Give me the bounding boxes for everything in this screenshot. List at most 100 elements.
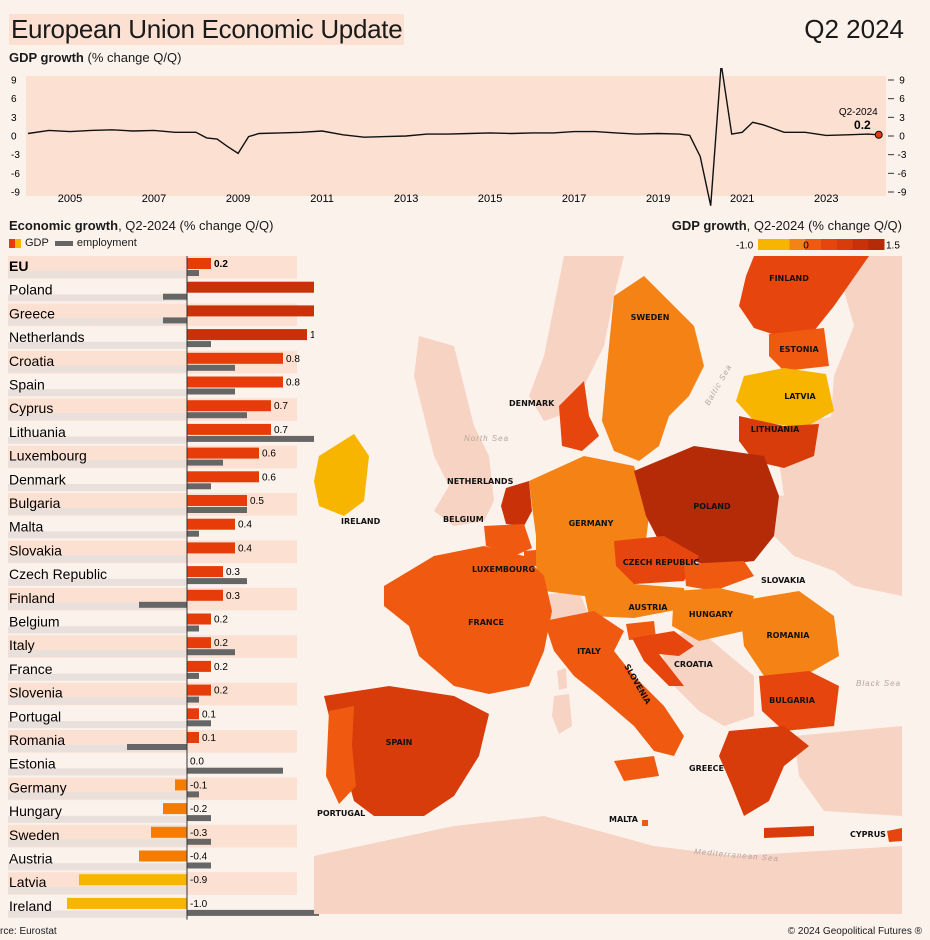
bar-value-label: 0.8 [286,354,300,365]
bar-gdp [187,471,259,483]
map-sicily [614,756,659,781]
bar-gdp [151,826,187,838]
bar-value-label: 0.1 [202,709,216,720]
bar-row-underline [8,602,187,610]
gdp-line-chart: 9 9 6 6 3 3 0 0 -3 -3 -6 -6 -9 -9 2005 2007 2009 2011 2013… [11,68,907,206]
bar-row-band [8,350,297,374]
bar-employment [187,862,211,869]
bar-gdp [187,660,211,672]
bar-category-label: Poland [9,282,53,298]
map-austria [584,584,686,618]
spark-title-bold: GDP growth [9,50,84,65]
bar-value-label: 0.2 [214,662,228,673]
spark-ytick-right: 6 [899,94,905,105]
map-label-portugal: PORTUGAL [317,809,365,818]
bar-gdp [187,305,319,317]
spark-ytick-right: 9 [899,76,905,87]
bar-gdp [163,803,187,815]
map-color-scale: -1.0 0 1.5 [736,239,900,252]
spark-ytick-left: -3 [11,150,20,161]
spark-ytick-left: -9 [11,188,20,199]
bar-row-band [8,279,297,303]
bar-row-band [8,682,297,706]
bar-employment [187,625,199,632]
bar-row-underline [8,578,187,586]
map-netherlands [501,481,532,526]
land-sardinia [552,694,572,734]
map-label-croatia: CROATIA [674,660,714,669]
bar-row-underline [8,886,187,895]
bar-gdp [187,637,211,649]
scale-segment [836,239,853,250]
spark-ytick-right: -9 [898,188,907,199]
bar-category-label: Croatia [9,353,54,369]
bar-gdp [187,447,259,459]
map-label-group: FINLAND SWEDEN ESTONIA LATVIA LITHUANIA DENMA… [317,274,886,839]
map-sweden [602,276,704,461]
spark-last-point [874,130,883,139]
bar-row-band [8,469,297,492]
map-label-luxembourg: LUXEMBOURG [472,565,535,574]
bar-title-rest: , Q2-2024 (% change Q/Q) [118,218,274,233]
bar-value-label: 0.3 [226,567,240,578]
bar-category-label: Czech Republic [9,566,107,582]
map-denmark [559,381,599,451]
bar-employment [187,459,223,466]
bar-row-band [8,658,297,682]
bar-gdp [187,613,211,625]
map-cyprus [887,828,902,842]
bar-category-label: Bulgaria [9,495,61,511]
map-label-belgium: BELGIUM [443,515,484,524]
bar-row-band [8,706,297,729]
map-label-estonia: ESTONIA [779,345,819,354]
source-note: rce: Eurostat [0,926,57,937]
bar-employment [187,364,235,371]
bar-row-band [8,493,297,516]
bar-row-band [8,895,297,919]
spark-xtick: 2013 [394,193,418,205]
map-label-romania: ROMANIA [767,631,811,640]
bar-value-label: 0.4 [238,520,252,531]
scale-segment [789,239,806,250]
bar-employment [187,435,319,442]
bar-employment [187,838,211,845]
bar-row-band [8,327,297,350]
bar-category-label: Lithuania [9,424,66,440]
bar-category-label: Greece [9,305,55,321]
bar-row-underline [8,412,187,421]
copyright-note: © 2024 Geopolitical Futures ® [787,926,922,937]
bar-employment [187,578,247,585]
bar-category-label: Germany [9,779,67,795]
map-label-cyprus: CYPRUS [850,830,886,839]
bar-value-label: -0.9 [190,875,208,886]
map-ireland [314,434,369,516]
map-czech [614,536,699,584]
bar-gdp [187,589,223,601]
bar-employment [187,530,199,537]
scale-segment [805,239,822,250]
bar-value-label: 0.3 [226,591,240,602]
map-label-italy: ITALY [577,647,601,656]
sea-label-black: Black Sea [856,679,901,688]
map-poland [634,446,779,566]
bar-value-label: 0.7 [274,425,288,436]
bar-gdp [187,376,283,388]
bar-row-underline [8,720,187,729]
bar-value-label: 0.4 [238,543,252,554]
bar-employment [187,341,211,348]
bar-employment [187,767,283,774]
spark-xtick: 2011 [310,193,334,205]
bar-category-label: Hungary [9,803,62,819]
bar-category-label: Sweden [9,827,60,843]
map-label-austria: AUSTRIA [629,603,669,612]
bar-category-label: France [9,661,53,677]
spark-ytick-left: 6 [11,94,17,105]
bar-category-label: Portugal [9,708,61,724]
bar-gdp [187,329,307,341]
land-africa [314,816,902,914]
land-norway [529,256,624,421]
map-croatia [632,631,694,686]
bar-row-underline [8,318,187,326]
bar-employment [187,791,199,798]
bar-category-label: Belgium [9,614,60,630]
